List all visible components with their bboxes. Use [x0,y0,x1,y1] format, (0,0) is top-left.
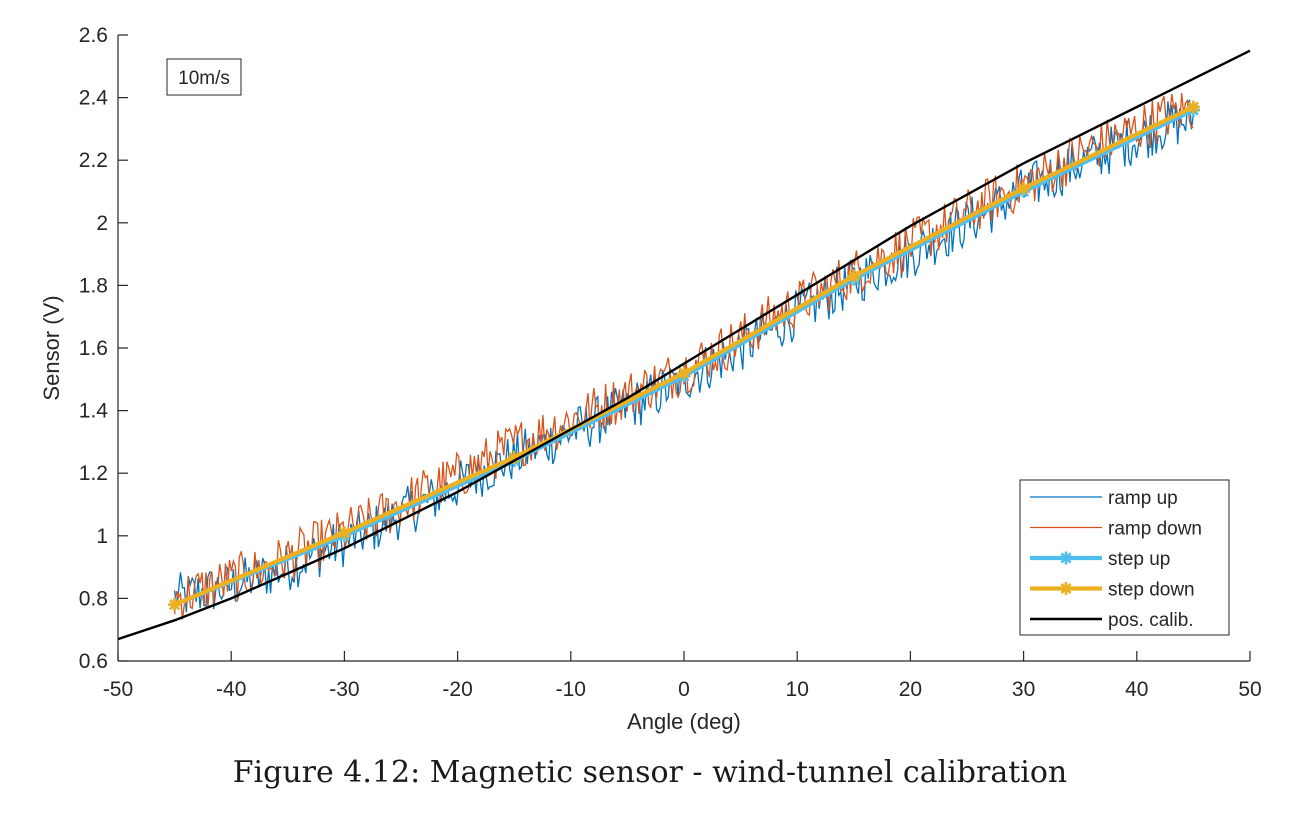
series-step-down-point [677,366,691,380]
series-pos-calib-line [117,49,1251,641]
y-tick-label: 1.8 [79,274,108,297]
x-tick-label: -40 [216,678,246,701]
y-tick-label: 2.4 [79,87,109,110]
y-tick-label: 2.2 [79,149,108,172]
speed-annotation-text: 10m/s [178,68,230,89]
y-tick-label: 1 [96,525,108,548]
legend-label: step down [1108,580,1195,601]
x-tick-label: 40 [1125,678,1148,701]
legend-entry-pos-calib: pos. calib. [1030,610,1194,631]
legend-entry-step-down: step down [1030,580,1195,601]
legend: ramp up ramp down step up step down pos. cal… [1019,479,1230,636]
y-axis-label: Sensor (V) [39,295,64,400]
x-tick-label: 0 [678,678,690,701]
x-tick-label: -30 [329,678,359,701]
legend-marker [1059,582,1073,595]
x-tick-label: 10 [786,678,809,701]
y-tick-label: 1.2 [79,462,108,485]
legend-entry-step-up: step up [1030,549,1170,570]
x-tick-label: 30 [1012,678,1035,701]
x-axis-label: Angle (deg) [627,709,741,734]
y-tick-label: 0.6 [79,650,108,673]
series-step-down-point [168,598,182,612]
legend-marker [1059,551,1073,565]
axes: -50 -40 -30 -20 -10 0 10 20 30 40 50 0.6 0.8 1 1.2 1.4 1… [79,24,1262,701]
x-tick-label: -10 [556,678,586,701]
x-tick-label: 50 [1238,678,1261,701]
legend-label: step up [1108,549,1170,570]
legend-label: ramp down [1108,519,1202,540]
y-tick-label: 0.8 [79,587,108,610]
figure-caption: Figure 4.12: Magnetic sensor - wind-tunn… [232,755,1068,790]
speed-annotation: 10m/s [166,58,242,96]
series-step-down-point [847,269,861,283]
plot-area [117,49,1251,641]
y-tick-label: 1.6 [79,337,108,360]
series-step-down-point [337,526,351,540]
y-tick-label: 2 [96,212,108,235]
x-tick-label: -20 [442,678,472,701]
x-tick-label: -50 [103,678,133,701]
legend-label: ramp up [1108,488,1178,509]
legend-entry-ramp-up: ramp up [1030,488,1178,509]
y-tick-label: 2.6 [79,24,108,47]
legend-entry-ramp-down: ramp down [1030,519,1202,540]
legend-label: pos. calib. [1108,610,1194,631]
y-tick-label: 1.4 [79,400,109,423]
series-step-down-point [1186,100,1200,114]
x-tick-label: 20 [899,678,922,701]
series-step-down-point [1017,181,1031,195]
